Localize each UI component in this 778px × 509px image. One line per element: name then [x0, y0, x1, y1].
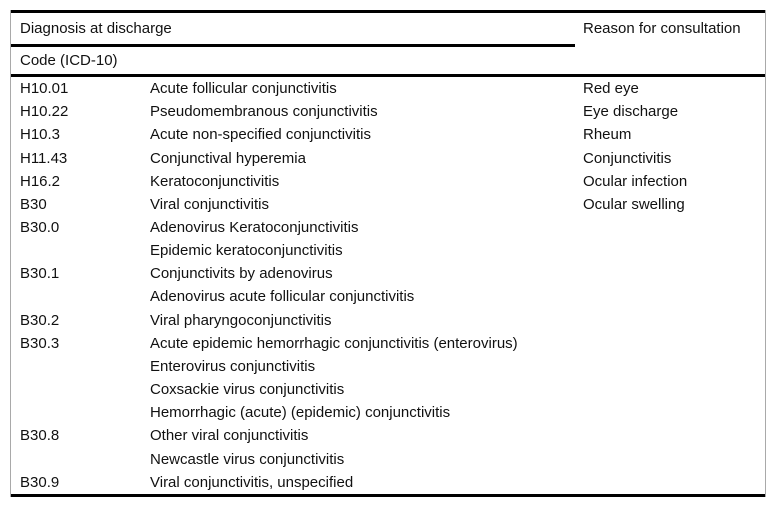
row-reason: Eye discharge — [583, 103, 679, 121]
row-reason: Conjunctivitis — [583, 149, 672, 167]
row-diagnosis: Enterovirus conjunctivitis — [150, 357, 316, 375]
table-row: H10.01 Acute follicular conjunctivitis R… — [10, 77, 766, 100]
table-row: Epidemic keratoconjunctivitis — [10, 239, 766, 262]
row-code: H10.22 — [20, 103, 69, 121]
row-code: B30.8 — [20, 427, 60, 445]
table-row: B30 Viral conjunctivitis Ocular swelling — [10, 193, 766, 216]
table-row: Adenovirus acute follicular conjunctivit… — [10, 285, 766, 308]
table-row: H10.22 Pseudomembranous conjunctivitis E… — [10, 100, 766, 123]
table-row: B30.0 Adenovirus Keratoconjunctivitis — [10, 216, 766, 239]
row-code: B30.1 — [20, 265, 60, 283]
row-reason: Red eye — [583, 80, 639, 98]
table-body: H10.01 Acute follicular conjunctivitis R… — [10, 77, 766, 494]
row-code: B30.3 — [20, 334, 60, 352]
top-rule — [10, 10, 766, 13]
row-diagnosis: Hemorrhagic (acute) (epidemic) conjuncti… — [150, 404, 451, 422]
table-row: B30.8 Other viral conjunctivitis — [10, 424, 766, 447]
row-reason: Ocular swelling — [583, 195, 685, 213]
bottom-rule — [10, 493, 766, 497]
table-header-row-2: Code (ICD-10) — [10, 47, 766, 74]
row-reason: Ocular infection — [583, 172, 688, 190]
table-row: Enterovirus conjunctivitis — [10, 355, 766, 378]
header-reason-for-consultation: Reason for consultation — [583, 20, 741, 37]
row-diagnosis: Viral conjunctivitis — [150, 195, 269, 213]
diagnosis-table: Diagnosis at discharge Reason for consul… — [10, 10, 766, 497]
row-diagnosis: Pseudomembranous conjunctivitis — [150, 103, 378, 121]
table-row: H16.2 Keratoconjunctivitis Ocular infect… — [10, 170, 766, 193]
row-code: H11.43 — [20, 149, 68, 167]
diagnosis-group-underline-rule — [10, 44, 575, 47]
row-diagnosis: Epidemic keratoconjunctivitis — [150, 242, 343, 260]
row-code: B30 — [20, 195, 47, 213]
table-row: H11.43 Conjunctival hyperemia Conjunctiv… — [10, 146, 766, 169]
row-code: B30.9 — [20, 473, 60, 491]
table-row: B30.1 Conjunctivits by adenovirus — [10, 262, 766, 285]
row-diagnosis: Keratoconjunctivitis — [150, 172, 280, 190]
row-diagnosis: Conjunctivits by adenovirus — [150, 265, 333, 283]
table-row: B30.3 Acute epidemic hemorrhagic conjunc… — [10, 332, 766, 355]
row-diagnosis: Newcastle virus conjunctivitis — [150, 450, 345, 468]
row-diagnosis: Acute non-specified conjunctivitis — [150, 126, 371, 144]
table-row: Newcastle virus conjunctivitis — [10, 448, 766, 471]
table-row: Coxsackie virus conjunctivitis — [10, 378, 766, 401]
row-diagnosis: Acute epidemic hemorrhagic conjunctiviti… — [150, 334, 518, 352]
header-body-divider-rule — [10, 74, 766, 77]
table-row: H10.3 Acute non-specified conjunctivitis… — [10, 123, 766, 146]
row-diagnosis: Adenovirus Keratoconjunctivitis — [150, 219, 359, 237]
header-diagnosis-at-discharge: Diagnosis at discharge — [20, 20, 172, 37]
table-row: Hemorrhagic (acute) (epidemic) conjuncti… — [10, 401, 766, 424]
row-code: H10.01 — [20, 80, 69, 98]
table-row: B30.9 Viral conjunctivitis, unspecified — [10, 471, 766, 494]
row-code: B30.0 — [20, 219, 60, 237]
row-code: H16.2 — [20, 172, 61, 190]
table-header-row-1: Diagnosis at discharge Reason for consul… — [10, 13, 766, 44]
row-diagnosis: Conjunctival hyperemia — [150, 149, 306, 167]
row-diagnosis: Viral pharyngoconjunctivitis — [150, 311, 332, 329]
row-diagnosis: Acute follicular conjunctivitis — [150, 80, 337, 98]
row-code: B30.2 — [20, 311, 60, 329]
row-code: H10.3 — [20, 126, 61, 144]
header-code-icd10: Code (ICD-10) — [20, 52, 118, 69]
row-diagnosis: Adenovirus acute follicular conjunctivit… — [150, 288, 415, 306]
row-reason: Rheum — [583, 126, 632, 144]
row-diagnosis: Viral conjunctivitis, unspecified — [150, 473, 354, 491]
row-diagnosis: Other viral conjunctivitis — [150, 427, 309, 445]
table-row: B30.2 Viral pharyngoconjunctivitis — [10, 309, 766, 332]
row-diagnosis: Coxsackie virus conjunctivitis — [150, 381, 345, 399]
